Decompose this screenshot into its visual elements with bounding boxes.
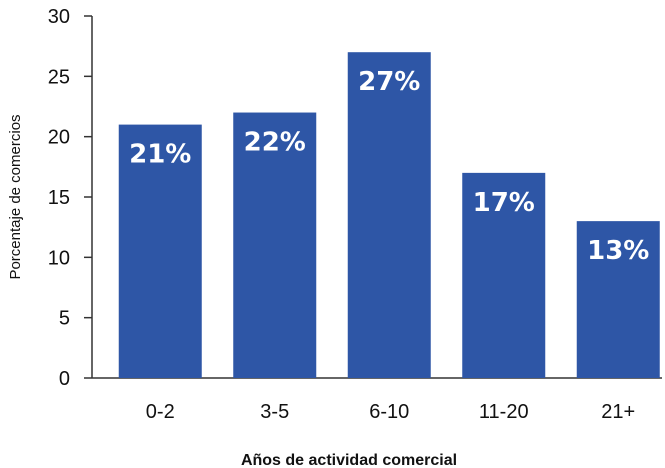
y-ticks: 0 5 10 15 20 25 30 bbox=[48, 6, 92, 390]
x-tick-label: 6-10 bbox=[369, 401, 409, 423]
x-tick-label: 21+ bbox=[601, 401, 635, 423]
y-axis-title: Porcentaje de comercios bbox=[7, 114, 24, 279]
bar-data-label: 13% bbox=[587, 236, 649, 266]
bar-data-label: 17% bbox=[473, 188, 535, 218]
y-tick-label: 10 bbox=[48, 247, 70, 269]
bar-6-10 bbox=[347, 52, 431, 378]
bar-21+ bbox=[576, 221, 660, 378]
bar-11-20 bbox=[462, 172, 546, 378]
x-axis-title: Años de actividad comercial bbox=[241, 452, 457, 468]
y-tick-label: 5 bbox=[59, 308, 70, 330]
bar-data-label: 22% bbox=[244, 128, 306, 158]
x-tick-label: 11-20 bbox=[479, 401, 529, 423]
x-tick-label: 3-5 bbox=[260, 401, 289, 423]
y-tick-label: 0 bbox=[59, 368, 70, 390]
y-tick-label: 15 bbox=[48, 187, 70, 209]
bars: 21% 22% 27% 17% 13% bbox=[118, 52, 660, 379]
y-tick-label: 30 bbox=[48, 6, 70, 28]
bar-data-label: 21% bbox=[129, 140, 191, 170]
y-tick-label: 20 bbox=[48, 127, 70, 149]
x-tick-label: 0-2 bbox=[146, 401, 175, 423]
bar-data-label: 27% bbox=[358, 67, 420, 97]
y-tick-label: 25 bbox=[48, 66, 70, 88]
bar-0-2 bbox=[118, 124, 202, 378]
x-ticks: 0-2 3-5 6-10 11-20 21+ bbox=[146, 401, 635, 423]
bar-3-5 bbox=[233, 112, 317, 379]
